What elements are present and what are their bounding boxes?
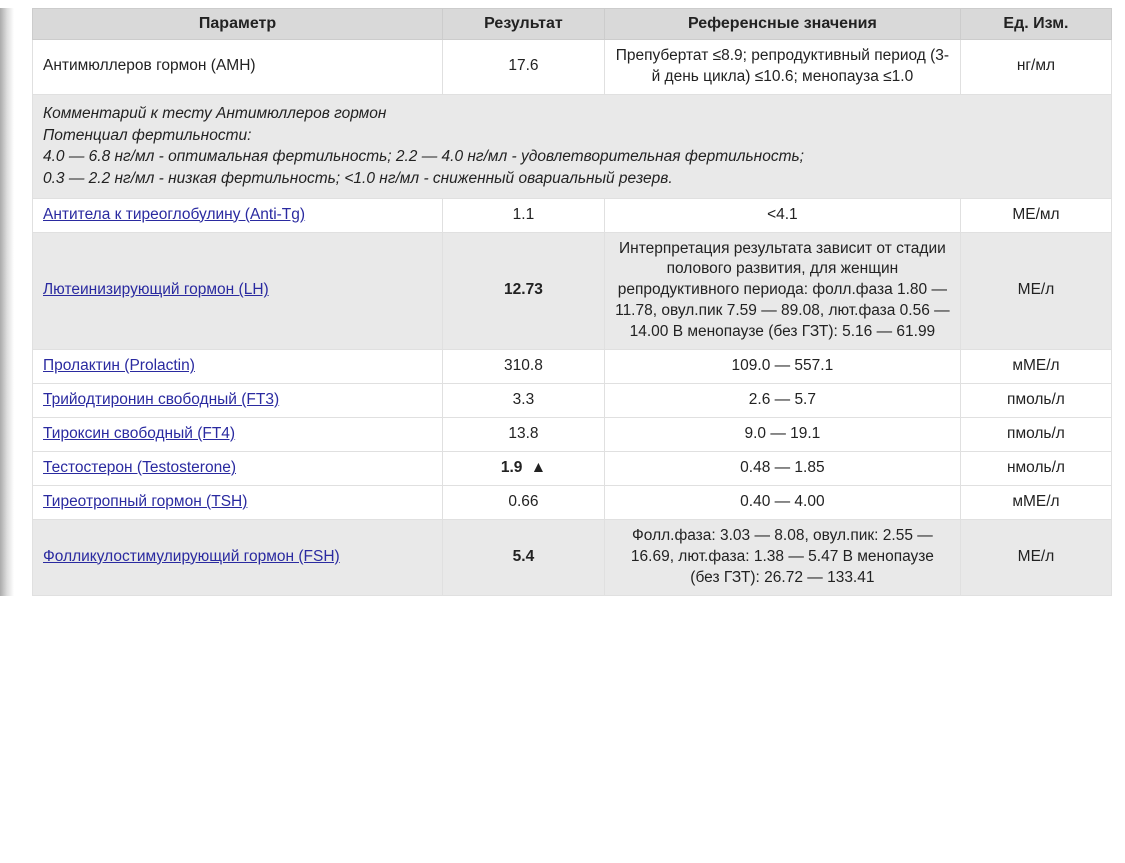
result-value: 13.8	[508, 425, 538, 442]
table-header-row: Параметр Результат Референсные значения …	[33, 9, 1112, 40]
table-row: Фолликулостимулирующий гормон (FSH) 5.4 …	[33, 519, 1112, 595]
col-header-result: Результат	[443, 9, 605, 40]
reference-value: Фолл.фаза: 3.03 — 8.08, овул.пик: 2.55 —…	[631, 527, 934, 586]
col-header-unit: Ед. Изм.	[960, 9, 1111, 40]
col-header-ref: Референсные значения	[604, 9, 960, 40]
unit-value: нг/мл	[1017, 57, 1055, 74]
comment-title: Комментарий к тесту Антимюллеров гормон	[43, 103, 1101, 125]
param-link[interactable]: Лютеинизирующий гормон (LH)	[43, 281, 269, 298]
reference-value: 0.48 — 1.85	[740, 459, 824, 476]
reference-value: 0.40 — 4.00	[740, 493, 824, 510]
unit-value: МЕ/мл	[1012, 206, 1059, 223]
param-link[interactable]: Тиреотропный гормон (TSH)	[43, 493, 247, 510]
param-link[interactable]: Трийодтиронин свободный (FT3)	[43, 391, 279, 408]
reference-value: <4.1	[767, 206, 798, 223]
result-value: 3.3	[513, 391, 535, 408]
unit-value: МЕ/л	[1018, 548, 1055, 565]
reference-value: 2.6 — 5.7	[749, 391, 816, 408]
result-value: 0.66	[508, 493, 538, 510]
table-row: Тиреотропный гормон (TSH) 0.66 0.40 — 4.…	[33, 485, 1112, 519]
table-row: Антитела к тиреоглобулину (Anti-Tg) 1.1 …	[33, 198, 1112, 232]
reference-value: 9.0 — 19.1	[744, 425, 820, 442]
unit-value: нмоль/л	[1007, 459, 1065, 476]
table-row: Антимюллеров гормон (AMH) 17.6 Препуберт…	[33, 40, 1112, 95]
result-value: 12.73	[504, 281, 543, 298]
unit-value: пмоль/л	[1007, 425, 1065, 442]
result-value: 17.6	[508, 57, 538, 74]
param-label: Антимюллеров гормон (AMH)	[43, 57, 256, 74]
param-link[interactable]: Пролактин (Prolactin)	[43, 357, 195, 374]
unit-value: МЕ/л	[1018, 281, 1055, 298]
reference-value: Интерпретация результата зависит от стад…	[615, 240, 950, 341]
comment-line: Потенциал фертильности:	[43, 125, 1101, 147]
table-row: Трийодтиронин свободный (FT3) 3.3 2.6 — …	[33, 384, 1112, 418]
unit-value: мМЕ/л	[1012, 357, 1059, 374]
comment-row: Комментарий к тесту Антимюллеров гормон …	[33, 94, 1112, 198]
table-row: Тестостерон (Testosterone) 1.9 ▲ 0.48 — …	[33, 451, 1112, 485]
result-value: 5.4	[513, 548, 535, 565]
comment-line: 4.0 — 6.8 нг/мл - оптимальная фертильнос…	[43, 146, 1101, 168]
comment-line: 0.3 — 2.2 нг/мл - низкая фертильность; <…	[43, 168, 1101, 190]
table-row: Тироксин свободный (FT4) 13.8 9.0 — 19.1…	[33, 417, 1112, 451]
reference-value: 109.0 — 557.1	[732, 357, 834, 374]
result-value: 310.8	[504, 357, 543, 374]
result-value: 1.9	[501, 459, 523, 476]
flag-high-icon: ▲	[531, 459, 546, 476]
param-link[interactable]: Антитела к тиреоглобулину (Anti-Tg)	[43, 206, 305, 223]
param-link[interactable]: Тестостерон (Testosterone)	[43, 459, 236, 476]
lab-results-table: Параметр Результат Референсные значения …	[32, 8, 1112, 596]
unit-value: мМЕ/л	[1012, 493, 1059, 510]
result-value: 1.1	[513, 206, 535, 223]
reference-value: Препубертат ≤8.9; репродуктивный период …	[616, 47, 949, 85]
unit-value: пмоль/л	[1007, 391, 1065, 408]
table-row: Лютеинизирующий гормон (LH) 12.73 Интерп…	[33, 232, 1112, 350]
col-header-param: Параметр	[33, 9, 443, 40]
table-row: Пролактин (Prolactin) 310.8 109.0 — 557.…	[33, 350, 1112, 384]
param-link[interactable]: Тироксин свободный (FT4)	[43, 425, 235, 442]
param-link[interactable]: Фолликулостимулирующий гормон (FSH)	[43, 548, 340, 565]
